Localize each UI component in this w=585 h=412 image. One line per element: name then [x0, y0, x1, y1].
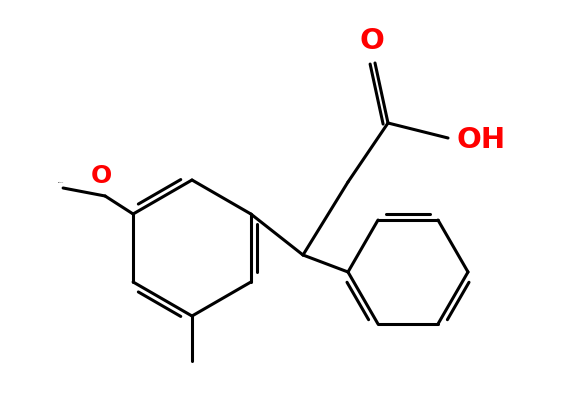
Text: OH: OH — [456, 126, 505, 154]
Text: O: O — [360, 27, 384, 55]
Text: O: O — [91, 164, 112, 188]
Text: methoxy: methoxy — [58, 182, 64, 183]
